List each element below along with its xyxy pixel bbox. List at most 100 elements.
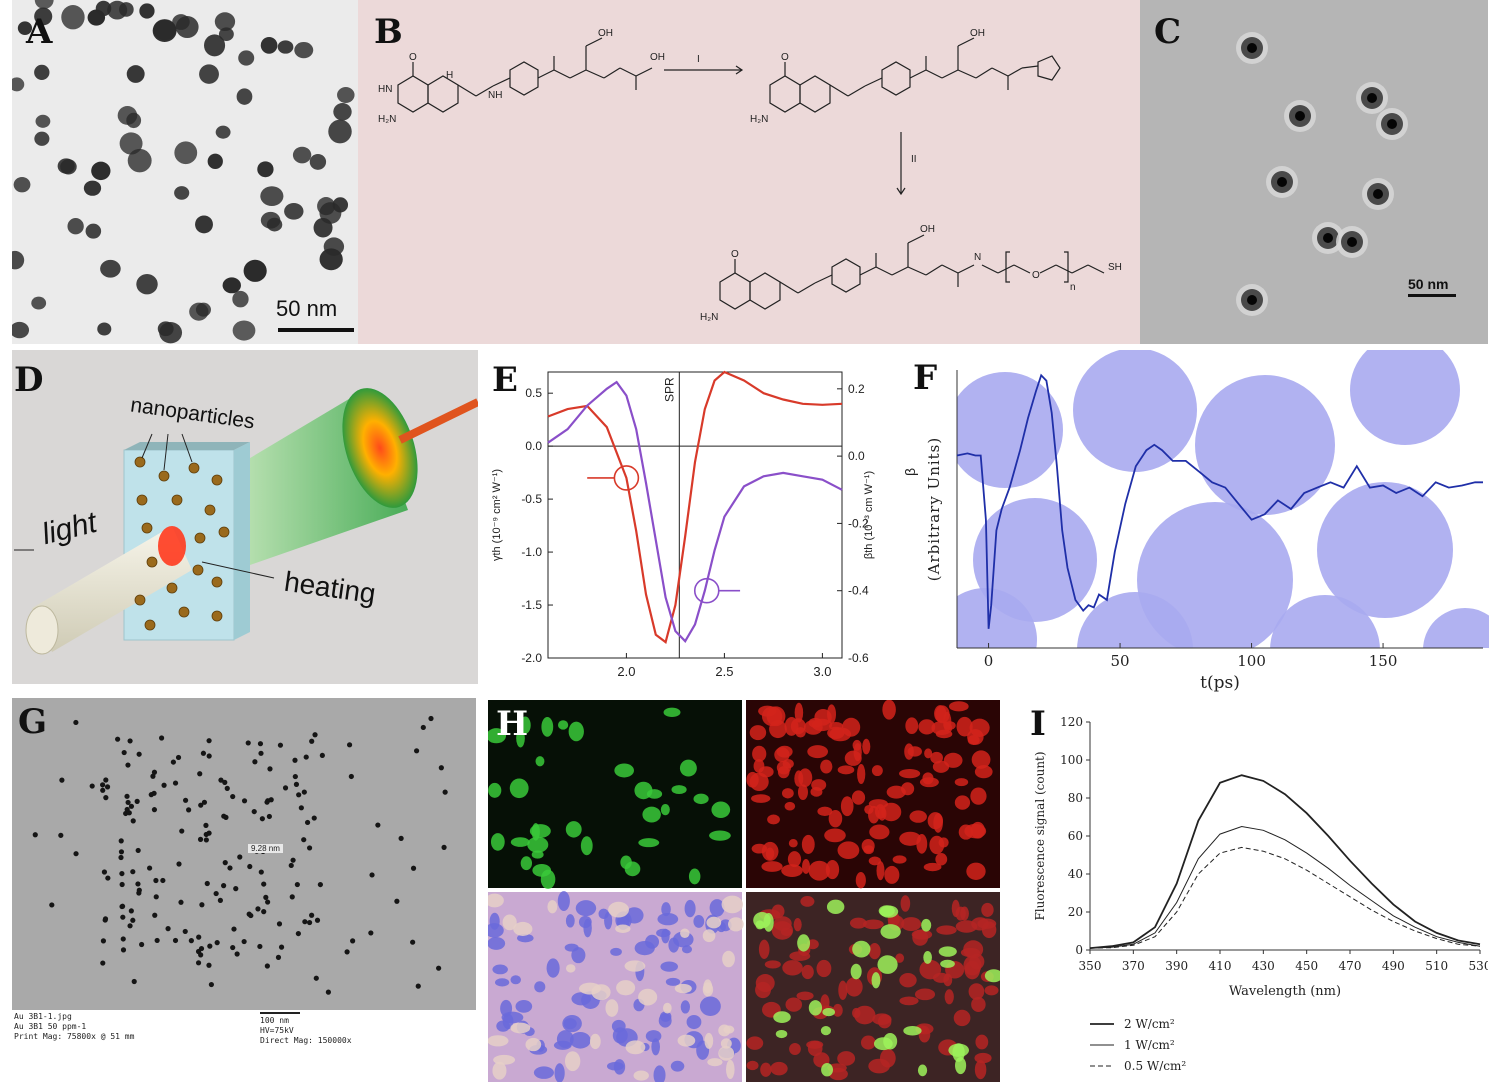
- nanoparticle: [277, 40, 294, 54]
- nanoparticle: [309, 153, 327, 170]
- cell: [515, 1000, 533, 1013]
- nanoparticle: [61, 5, 85, 30]
- y-axis-label-left: γth (10⁻⁹ cm² W⁻¹): [491, 469, 503, 561]
- scalebar-c-label: 50 nm: [1408, 276, 1449, 292]
- legend-label-1: 1 W/cm²: [1124, 1038, 1175, 1052]
- cell: [820, 1025, 832, 1036]
- cell: [930, 751, 943, 764]
- cell: [877, 955, 898, 974]
- y-tick-label-right: -0.4: [848, 584, 869, 598]
- cell: [857, 764, 866, 784]
- cell: [553, 1040, 572, 1050]
- cell: [971, 750, 991, 769]
- nanoparticle: [328, 119, 352, 144]
- nanoparticle: [73, 851, 79, 857]
- cell: [936, 925, 957, 935]
- cell: [651, 1038, 660, 1056]
- cell: [828, 809, 843, 828]
- cell: [557, 891, 570, 911]
- cell: [535, 756, 545, 767]
- cell: [663, 707, 681, 718]
- nanoparticle: [186, 807, 192, 813]
- cell: [557, 720, 569, 730]
- nanoparticle: [218, 27, 234, 41]
- cell: [854, 1005, 876, 1025]
- nanoparticle: [309, 912, 315, 918]
- cell: [944, 989, 954, 1005]
- cell: [718, 1046, 735, 1061]
- nanoparticle: [264, 963, 270, 969]
- particle-core: [1247, 295, 1257, 305]
- scalebar-c: [1408, 294, 1456, 297]
- cell: [728, 917, 744, 932]
- panel-label-a: A: [26, 12, 53, 52]
- nanoparticle: [203, 837, 209, 843]
- nanoparticle: [31, 296, 47, 310]
- nanoparticle: [12, 77, 25, 92]
- background-blob: [973, 498, 1097, 622]
- panel-b-synthesis-scheme: B: [358, 0, 1140, 344]
- nanoparticle: [32, 832, 38, 838]
- cell: [658, 1013, 672, 1028]
- nanoparticle: [195, 948, 202, 955]
- atom-h: H: [446, 70, 453, 81]
- nanoparticle: [348, 773, 354, 780]
- y-tick-label-left: 0.5: [525, 386, 542, 400]
- nanoparticle: [102, 917, 108, 923]
- atom-o-2: O: [781, 52, 789, 63]
- cell: [519, 716, 531, 734]
- cell: [855, 872, 866, 889]
- nanoparticle: [136, 273, 158, 295]
- cell: [488, 893, 504, 908]
- nanoparticle: [266, 813, 272, 820]
- nanoparticle: [179, 828, 185, 834]
- cell: [702, 929, 716, 943]
- cell: [746, 1036, 764, 1050]
- nanoparticle: [232, 290, 249, 308]
- x-tick-label: 430: [1252, 959, 1275, 973]
- nanoparticle: [257, 741, 264, 747]
- nanoparticle: [127, 923, 133, 929]
- nanoparticle: [289, 894, 295, 900]
- cell: [642, 806, 661, 823]
- nanoparticle: [159, 322, 183, 344]
- cell: [943, 752, 963, 768]
- cell: [801, 964, 814, 980]
- nanoparticle: [152, 912, 158, 918]
- nanoparticle: [312, 732, 318, 738]
- red-series-marker: [613, 465, 640, 491]
- nanoparticle: [139, 941, 145, 948]
- y-tick-label: 60: [1068, 829, 1083, 843]
- cell: [917, 1064, 928, 1077]
- nanoparticle: [154, 937, 160, 944]
- cell: [940, 959, 955, 968]
- cell: [767, 814, 780, 825]
- nanoparticle: [103, 777, 109, 783]
- folate-conjugation-scheme: O HN H₂N H NH OH OH I O H₂N OH II O H₂N …: [378, 28, 1122, 323]
- cell: [496, 1020, 510, 1032]
- nanoparticle: [307, 919, 313, 926]
- cell: [492, 1061, 507, 1080]
- nanoparticle: [201, 799, 208, 805]
- chart-f-svg: 0 50 100 150 t(ps) β (Arbitrary Units): [885, 350, 1489, 695]
- cell: [564, 943, 579, 952]
- cell: [525, 1037, 542, 1052]
- cell: [624, 960, 646, 972]
- nanoparticle: [160, 877, 166, 884]
- cell: [771, 921, 794, 940]
- cell: [720, 1038, 732, 1049]
- cell: [680, 928, 690, 939]
- nanoparticle: [230, 944, 236, 951]
- nanoparticle: [195, 960, 202, 966]
- nanoparticle: [127, 148, 152, 173]
- cell: [531, 823, 540, 841]
- nanoparticle: [118, 854, 124, 861]
- atom-h2n: H₂N: [378, 114, 396, 125]
- nanoparticle: [231, 926, 237, 932]
- panel-g-tem-image: G 9.28 nm Au 3B1-1.jpg Au 3B1 50 ppm-1 P…: [12, 698, 476, 1058]
- nanoparticle: [105, 875, 111, 881]
- cell: [510, 975, 521, 985]
- fluorescence-grid: [488, 700, 1000, 1082]
- nanoparticle: [415, 983, 421, 989]
- cell: [868, 942, 881, 960]
